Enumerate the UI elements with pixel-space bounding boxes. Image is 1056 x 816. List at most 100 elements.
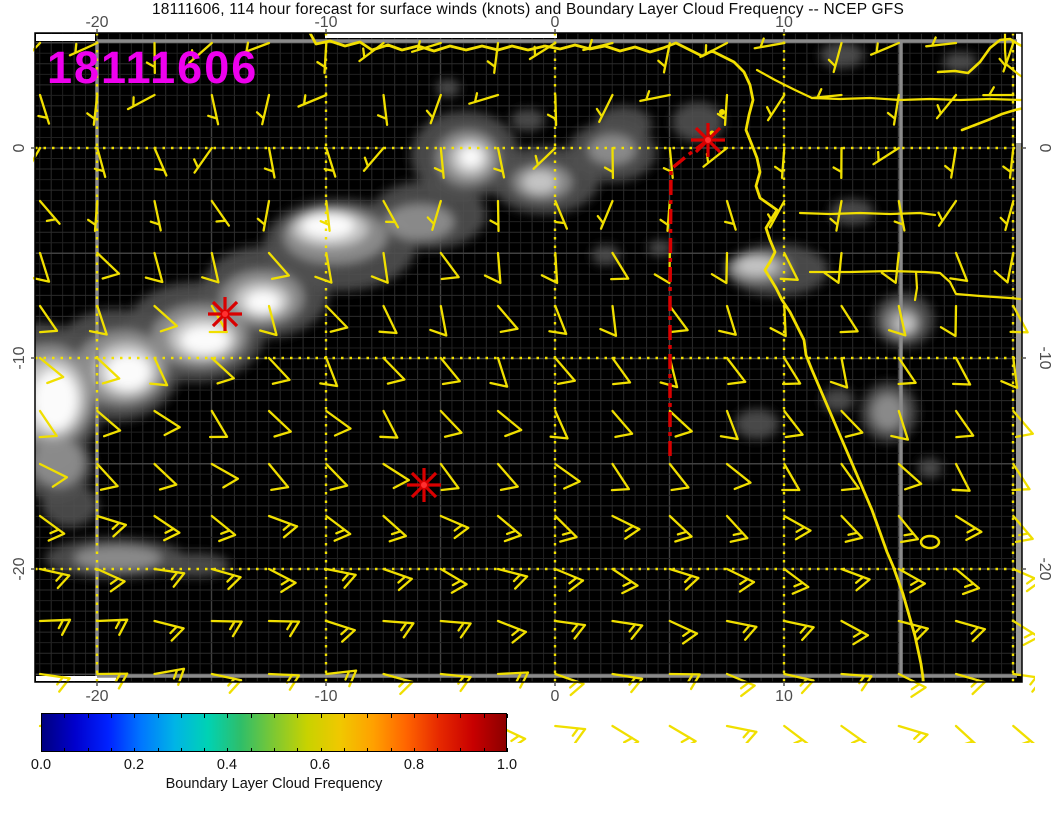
- wind-barb: [1000, 356, 1019, 389]
- wind-barb: [954, 409, 975, 439]
- wind-barb: [783, 724, 809, 743]
- wind-barb: [532, 146, 557, 170]
- wind-barb: [210, 462, 240, 489]
- wind-barb: [86, 199, 99, 233]
- marker-asterisk: [691, 123, 725, 157]
- country-border: [798, 211, 937, 217]
- wind-barb: [425, 93, 442, 125]
- wind-barb: [96, 409, 122, 438]
- wind-barb: [297, 93, 328, 108]
- wind-barb: [897, 672, 927, 698]
- wind-barb: [210, 514, 237, 543]
- wind-barb: [611, 672, 644, 694]
- wind-barb: [378, 304, 398, 335]
- wind-barb: [954, 724, 977, 743]
- wind-barb: [610, 462, 631, 492]
- wind-barb: [810, 88, 843, 100]
- wind-barb: [839, 304, 859, 334]
- wind-barb: [725, 672, 756, 698]
- wind-barb: [554, 356, 576, 386]
- wind-barb: [96, 567, 126, 593]
- wind-barb: [725, 356, 747, 386]
- wind-barb: [382, 724, 415, 743]
- wind-barb: [382, 462, 410, 490]
- country-border: [913, 270, 919, 302]
- wind-barb: [267, 462, 290, 492]
- wind-barb: [723, 199, 737, 231]
- wind-barb: [88, 304, 108, 336]
- wind-barb: [96, 672, 129, 690]
- wind-barb: [668, 514, 693, 543]
- wind-barb: [258, 304, 278, 337]
- wind-barb: [439, 356, 461, 386]
- wind-barb: [93, 146, 107, 179]
- wind-barb: [1002, 146, 1015, 179]
- wind-barb: [68, 41, 99, 57]
- wind-barb: [840, 514, 864, 543]
- wind-barb: [145, 41, 156, 75]
- marker-asterisk: [208, 297, 242, 331]
- wind-barb: [255, 93, 271, 126]
- wind-barb: [829, 356, 849, 389]
- wind-barb: [316, 41, 328, 75]
- wind-barb: [639, 90, 671, 103]
- wind-barb: [149, 199, 162, 232]
- marker-asterisk: [407, 468, 441, 502]
- wind-barb: [668, 409, 693, 438]
- wind-barb: [439, 567, 468, 594]
- wind-barb: [382, 619, 415, 639]
- wind-barb: [263, 146, 276, 179]
- axis-tick-label: -10: [314, 688, 337, 705]
- wind-barb: [319, 199, 331, 232]
- domain-edge-artifacts: [36, 33, 1022, 681]
- wind-barb: [925, 36, 958, 48]
- wind-barb: [323, 146, 337, 178]
- wind-barb: [267, 409, 292, 438]
- wind-barb: [783, 567, 810, 595]
- country-border: [808, 269, 1022, 301]
- wind-barb: [439, 619, 472, 639]
- wind-barb: [496, 671, 530, 689]
- wind-barb: [554, 724, 587, 743]
- wind-barb: [493, 146, 506, 179]
- wind-barb: [96, 462, 119, 491]
- wind-barb: [781, 356, 802, 386]
- geography-layer: [308, 33, 1022, 682]
- wind-barb: [382, 199, 400, 229]
- africa-coastline: [308, 33, 925, 682]
- wind-barb: [954, 514, 983, 542]
- wind-barb: [718, 304, 737, 336]
- wind-barb: [719, 409, 739, 441]
- wind-barb: [325, 619, 356, 643]
- wind-barb: [96, 618, 129, 636]
- red-track-layer: [208, 123, 725, 502]
- wind-barb: [611, 567, 639, 595]
- wind-barb: [725, 462, 752, 491]
- wind-barb: [267, 514, 299, 539]
- wind-barb: [193, 146, 213, 174]
- axes-layer: -20 -20 -10 -10 0 0 10 10 0 0 -10 -10 -20 -20: [11, 14, 1053, 705]
- wind-barb: [603, 146, 615, 180]
- wind-barb: [86, 93, 99, 126]
- wind-barb: [38, 462, 69, 488]
- wind-barb: [153, 146, 168, 177]
- wind-barb: [668, 462, 690, 492]
- wind-barb: [439, 409, 463, 438]
- wind-barb: [937, 199, 958, 227]
- wind-barb: [897, 724, 929, 743]
- wind-barb: [951, 356, 972, 386]
- wind-barb: [897, 356, 917, 386]
- wind-barb: [897, 514, 920, 544]
- wind-barb: [433, 146, 445, 180]
- wind-barbs-layer: [33, 36, 1035, 743]
- wind-barb: [325, 304, 349, 333]
- wind-barb: [710, 251, 729, 285]
- wind-barb: [954, 619, 987, 643]
- wind-barb: [38, 567, 71, 590]
- river-line: [936, 37, 1022, 75]
- wind-barb: [982, 86, 1015, 97]
- wind-barb: [439, 724, 469, 743]
- wind-barb: [210, 356, 235, 385]
- wind-barb: [659, 199, 671, 233]
- axis-tick-label: -20: [1036, 557, 1053, 580]
